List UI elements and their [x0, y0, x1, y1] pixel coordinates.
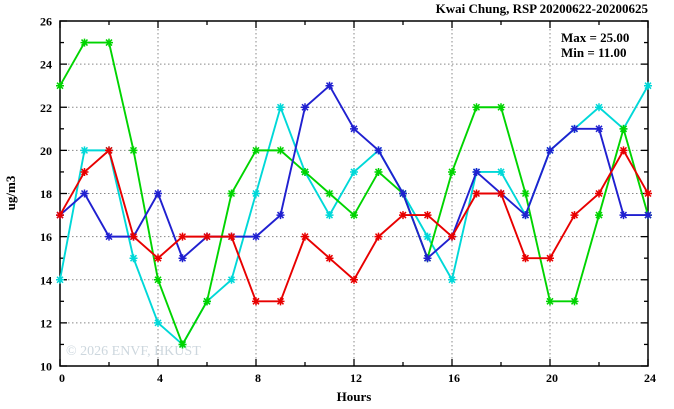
series-red — [56, 146, 652, 306]
y-tick-label: 18 — [40, 187, 52, 201]
chart-plot-area: 10 12 14 16 18 20 22 24 26 0 4 8 12 16 20 24 — [40, 15, 656, 386]
y-tick-label: 22 — [40, 101, 52, 115]
gridlines — [60, 21, 648, 366]
y-tick-label: 26 — [40, 15, 52, 29]
x-tick-label: 8 — [255, 371, 261, 385]
y-tick-label: 10 — [40, 360, 52, 374]
axis-ticks — [59, 20, 649, 367]
x-tick-label: 0 — [59, 371, 65, 385]
y-tick-label: 16 — [40, 230, 52, 244]
x-axis-label: Hours — [337, 389, 372, 404]
x-tick-label: 12 — [350, 371, 362, 385]
y-axis-label: ug/m3 — [3, 175, 18, 210]
series-green — [56, 38, 652, 349]
chart-title: Kwai Chung, RSP 20200622-20200625 — [436, 1, 649, 16]
y-tick-label: 20 — [40, 144, 52, 158]
x-tick-label: 24 — [644, 371, 656, 385]
series-red-markers — [56, 146, 652, 306]
x-tick-label: 16 — [448, 371, 460, 385]
x-tick-label: 20 — [546, 371, 558, 385]
min-annotation: Min = 11.00 — [561, 45, 627, 60]
max-annotation: Max = 25.00 — [561, 30, 629, 45]
y-tick-label: 14 — [40, 273, 52, 287]
x-tick-label: 4 — [157, 371, 163, 385]
series-green-markers — [56, 38, 652, 349]
y-tick-label: 24 — [40, 58, 52, 72]
watermark: © 2026 ENVF, HKUST — [66, 344, 201, 359]
y-tick-label: 12 — [40, 316, 52, 330]
